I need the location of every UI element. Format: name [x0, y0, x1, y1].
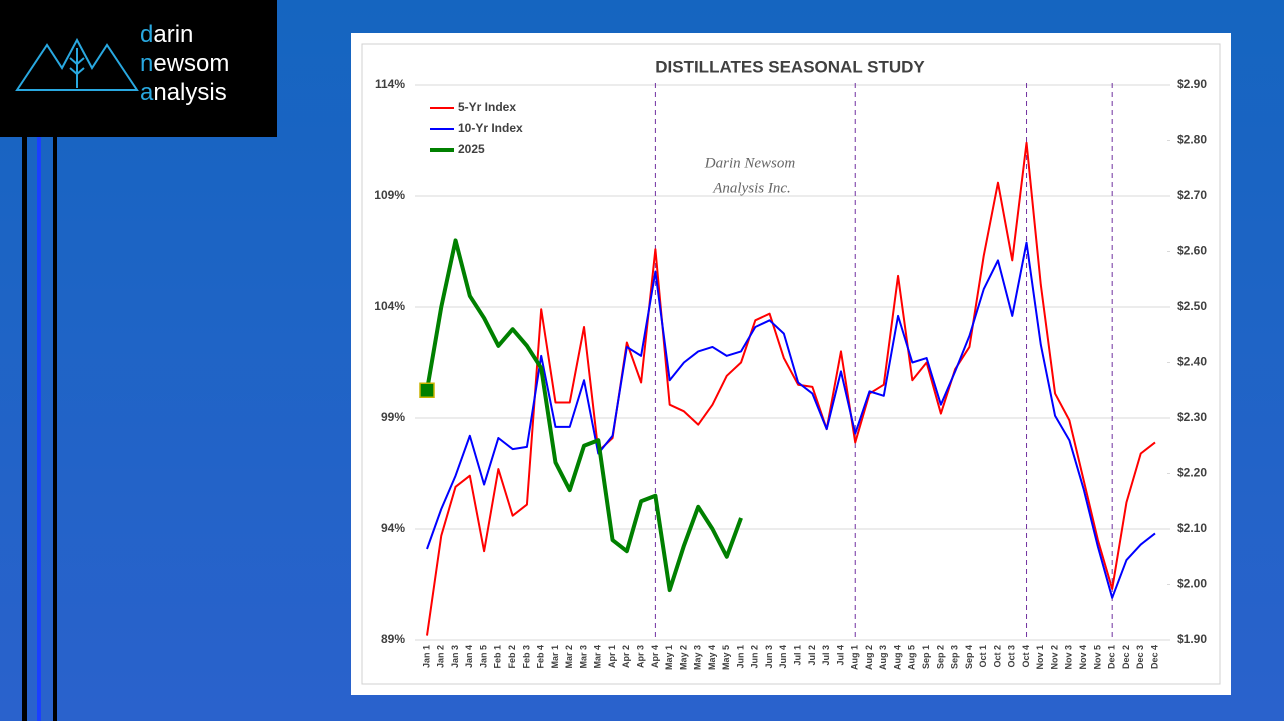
x-tick-label: Jun 3 [764, 645, 774, 669]
x-tick-label: Oct 3 [1007, 645, 1017, 668]
logo-accent: d [140, 21, 153, 48]
watermark: Darin Newsom [704, 155, 796, 171]
y-tick-label: 104% [374, 299, 405, 313]
y2-tick-label: $2.20 [1177, 466, 1207, 480]
x-tick-label: May 4 [707, 645, 717, 670]
x-tick-label: Nov 4 [1078, 645, 1088, 670]
x-tick-label: Nov 1 [1035, 645, 1045, 670]
x-tick-label: Dec 2 [1121, 645, 1131, 669]
legend-label: 5-Yr Index [458, 100, 516, 114]
x-tick-label: Jul 3 [821, 645, 831, 666]
x-tick-label: Feb 4 [536, 645, 546, 669]
series-line [426, 141, 1156, 636]
y2-tick-label: $1.90 [1177, 632, 1207, 646]
stripe [53, 0, 57, 721]
logo-line: analysis [140, 79, 227, 106]
x-tick-label: Jan 5 [478, 645, 488, 668]
x-tick-label: May 1 [664, 645, 674, 670]
chart-title: DISTILLATES SEASONAL STUDY [655, 57, 925, 76]
x-tick-label: Feb 3 [521, 645, 531, 669]
x-tick-label: Jul 1 [793, 645, 803, 666]
x-tick-label: Apr 1 [607, 645, 617, 668]
x-tick-label: Jun 1 [735, 645, 745, 669]
series-line [426, 241, 1156, 599]
x-tick-label: Nov 5 [1092, 645, 1102, 670]
x-tick-label: Sep 3 [950, 645, 960, 669]
y2-tick-label: $2.90 [1177, 77, 1207, 91]
x-tick-label: Oct 2 [992, 645, 1002, 668]
x-tick-label: Mar 1 [550, 645, 560, 669]
x-tick-label: Sep 4 [964, 645, 974, 669]
logo-rest: nalysis [153, 79, 226, 106]
x-tick-label: Dec 1 [1107, 645, 1117, 669]
logo-accent: n [140, 50, 153, 77]
chart-frame [361, 43, 1221, 685]
y2-tick-label: $2.50 [1177, 299, 1207, 313]
y2-tick-label: $2.10 [1177, 521, 1207, 535]
logo-line: darin [140, 21, 193, 48]
start-marker [419, 382, 435, 398]
x-tick-label: Jun 4 [778, 645, 788, 669]
x-tick-label: Aug 4 [892, 645, 902, 670]
x-tick-label: Sep 1 [921, 645, 931, 669]
stripe [37, 0, 41, 721]
y2-tick-label: $2.40 [1177, 355, 1207, 369]
legend-label: 2025 [458, 142, 485, 156]
x-tick-label: Aug 5 [907, 645, 917, 670]
chart-panel [351, 33, 1231, 695]
x-tick-label: Dec 4 [1149, 645, 1159, 669]
logo-line: newsom [140, 50, 229, 77]
x-tick-label: May 3 [693, 645, 703, 670]
y2-tick-label: $2.80 [1177, 133, 1207, 147]
x-tick-label: Jan 3 [450, 645, 460, 668]
logo-rest: ewsom [153, 50, 229, 77]
stripe [22, 0, 27, 721]
x-tick-label: Nov 3 [1064, 645, 1074, 670]
x-tick-label: May 2 [678, 645, 688, 670]
plot: 89% 94% 99% 104% 109% 114% $1.90 $2.00 $2.10 $2.2… [374, 77, 1207, 670]
y-tick-label: 114% [375, 77, 405, 91]
x-tick-label: May 5 [721, 645, 731, 670]
y2-tick-label: $2.00 [1177, 577, 1207, 591]
x-tick-label: Jul 4 [835, 645, 845, 666]
x-tick-label: Aug 2 [864, 645, 874, 670]
series-line [425, 238, 743, 593]
x-tick-label: Mar 4 [593, 645, 603, 669]
x-tick-label: Jan 1 [421, 645, 431, 668]
y2-tick-label: $2.70 [1177, 188, 1207, 202]
watermark: Analysis Inc. [712, 180, 790, 196]
x-tick-label: Jan 2 [436, 645, 446, 668]
x-tick-label: Aug 1 [850, 645, 860, 670]
logo-mark [15, 37, 139, 91]
x-tick-label: Nov 2 [1049, 645, 1059, 670]
x-tick-label: Jun 2 [750, 645, 760, 669]
logo-rest: arin [153, 21, 193, 48]
y-tick-label: 99% [381, 410, 405, 424]
y2-tick-label: $2.30 [1177, 410, 1207, 424]
x-tick-label: Sep 2 [935, 645, 945, 669]
x-tick-label: Feb 1 [493, 645, 503, 669]
x-tick-label: Oct 1 [978, 645, 988, 668]
logo-accent: a [140, 79, 154, 106]
x-tick-label: Apr 2 [621, 645, 631, 668]
y2-tick-label: $2.60 [1177, 244, 1207, 258]
x-tick-label: Aug 3 [878, 645, 888, 670]
logo-box [0, 0, 277, 137]
y-tick-label: 109% [374, 188, 405, 202]
x-tick-label: Dec 3 [1135, 645, 1145, 669]
x-tick-label: Feb 2 [507, 645, 517, 669]
x-tick-label: Apr 4 [650, 645, 660, 668]
x-tick-label: Jan 4 [464, 645, 474, 668]
x-tick-label: Oct 4 [1021, 645, 1031, 668]
x-tick-label: Mar 2 [564, 645, 574, 669]
legend-label: 10-Yr Index [458, 121, 523, 135]
y-tick-label: 94% [381, 521, 405, 535]
y-tick-label: 89% [381, 632, 405, 646]
x-tick-label: Apr 3 [635, 645, 645, 668]
x-tick-label: Mar 3 [578, 645, 588, 669]
x-tick-label: Jul 2 [807, 645, 817, 666]
